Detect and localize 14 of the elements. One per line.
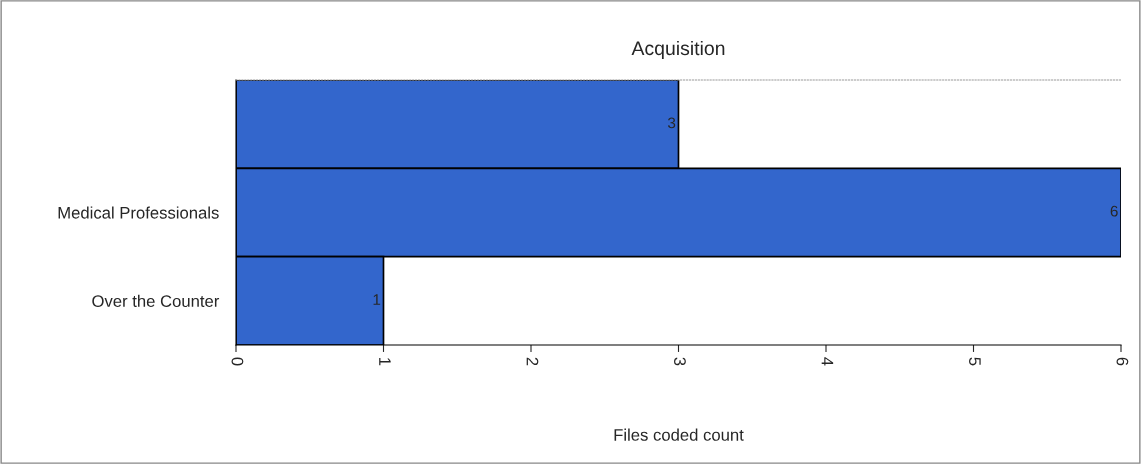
x-tick-label: 6 xyxy=(1116,357,1129,366)
x-tick-label: 1 xyxy=(379,358,391,366)
chart-title: Acquisition xyxy=(631,40,725,60)
data-label: 1 xyxy=(373,294,381,305)
x-tick-label: 0 xyxy=(231,357,244,366)
x-tick-label: 5 xyxy=(969,357,981,366)
x-tick-label: 2 xyxy=(526,357,539,366)
x-tick-label: 3 xyxy=(674,357,686,366)
y-tick-label: Medical Professionals xyxy=(58,206,219,219)
data-label: 6 xyxy=(1110,205,1118,217)
x-tick-label: 4 xyxy=(821,357,834,366)
x-axis-title: Files coded count xyxy=(614,428,744,441)
data-label: 3 xyxy=(667,117,676,129)
y-tick-label: Over the Counter xyxy=(92,294,220,308)
